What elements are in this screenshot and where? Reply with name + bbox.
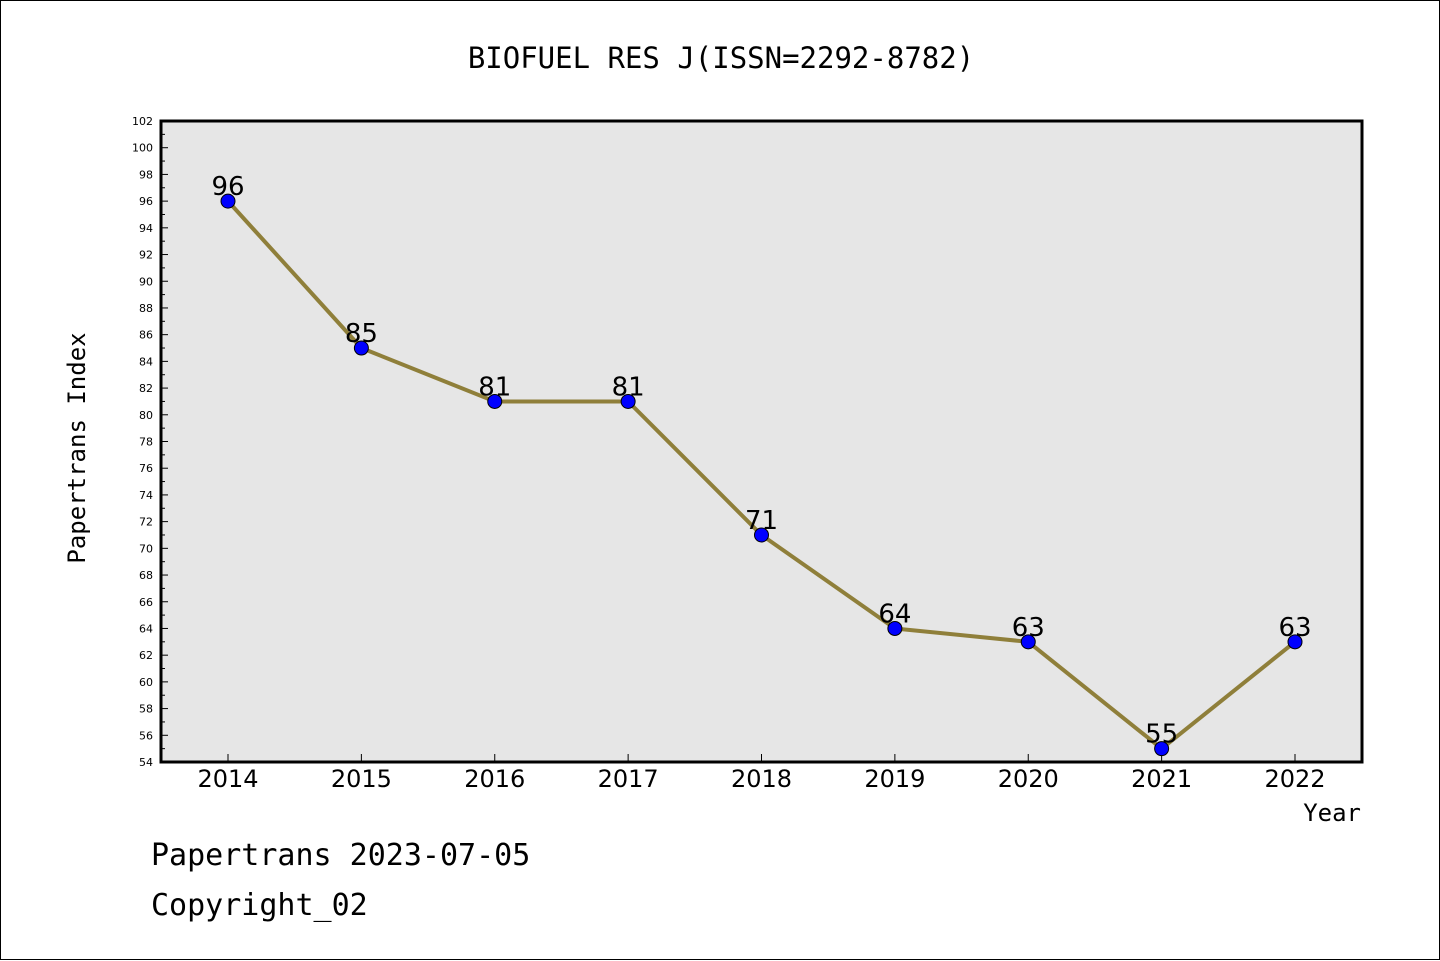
data-label: 63	[1012, 613, 1045, 643]
x-tick-label: 2014	[197, 765, 258, 793]
footer-date: Papertrans 2023-07-05	[151, 838, 530, 873]
y-tick-label: 68	[139, 569, 153, 582]
data-point	[887, 620, 903, 636]
y-tick-label: 74	[139, 489, 153, 502]
y-tick-label: 72	[139, 516, 153, 529]
y-tick-label: 70	[139, 542, 153, 555]
data-label: 81	[478, 372, 511, 402]
y-tick-label: 58	[139, 703, 153, 716]
y-tick-label: 90	[139, 275, 153, 288]
x-axis-label: Year	[1303, 799, 1361, 827]
y-tick-label: 78	[139, 436, 153, 449]
data-point	[1154, 741, 1170, 757]
data-label: 63	[1278, 613, 1311, 643]
data-point	[620, 393, 636, 409]
y-tick-label: 100	[132, 142, 153, 155]
y-tick-label: 56	[139, 729, 153, 742]
y-axis: 54 56 58 60 62 64 66 68 70 72 74 76 78 80 82 84 86 88 90 92…	[132, 115, 168, 769]
data-label: 85	[345, 319, 378, 349]
x-axis: 2014 2015 2016 2017 2018 2019 2020 2021 2022	[197, 754, 1326, 793]
data-label: 96	[211, 172, 244, 202]
data-point	[220, 193, 236, 209]
y-tick-label: 62	[139, 649, 153, 662]
data-label: 81	[612, 372, 645, 402]
y-tick-label: 60	[139, 676, 153, 689]
series-layer: 96 85 81 81 71 64 63 55 63	[211, 172, 1312, 757]
data-label: 55	[1145, 720, 1178, 750]
y-tick-label: 98	[139, 168, 153, 181]
y-tick-label: 80	[139, 409, 153, 422]
x-tick-label: 2017	[598, 765, 659, 793]
y-tick-label: 94	[139, 222, 153, 235]
y-axis-label: Papertrans Index	[63, 332, 91, 563]
x-tick-label: 2021	[1131, 765, 1192, 793]
data-point	[487, 393, 503, 409]
data-point	[754, 527, 769, 543]
data-label: 64	[878, 599, 911, 629]
x-tick-label: 2018	[731, 765, 792, 793]
y-tick-label: 102	[132, 115, 153, 128]
x-tick-label: 2022	[1264, 765, 1325, 793]
footer-copyright: Copyright_02	[151, 888, 368, 923]
data-point	[353, 340, 369, 356]
y-tick-label: 84	[139, 355, 153, 368]
data-label: 71	[745, 506, 778, 536]
x-tick-label: 2016	[464, 765, 525, 793]
x-tick-label: 2020	[998, 765, 1059, 793]
y-tick-label: 82	[139, 382, 153, 395]
y-tick-label: 76	[139, 462, 153, 475]
data-point	[1287, 634, 1303, 650]
y-tick-label: 86	[139, 329, 153, 342]
x-tick-label: 2015	[331, 765, 392, 793]
chart-title: BIOFUEL RES J(ISSN=2292-8782)	[468, 41, 974, 75]
y-tick-label: 66	[139, 596, 153, 609]
data-point	[1020, 634, 1036, 650]
y-tick-label: 54	[139, 756, 153, 769]
y-tick-label: 96	[139, 195, 153, 208]
y-tick-label: 88	[139, 302, 153, 315]
y-tick-label: 64	[139, 622, 153, 635]
y-tick-label: 92	[139, 249, 153, 262]
x-tick-label: 2019	[864, 765, 925, 793]
plot-area	[159, 119, 1364, 764]
